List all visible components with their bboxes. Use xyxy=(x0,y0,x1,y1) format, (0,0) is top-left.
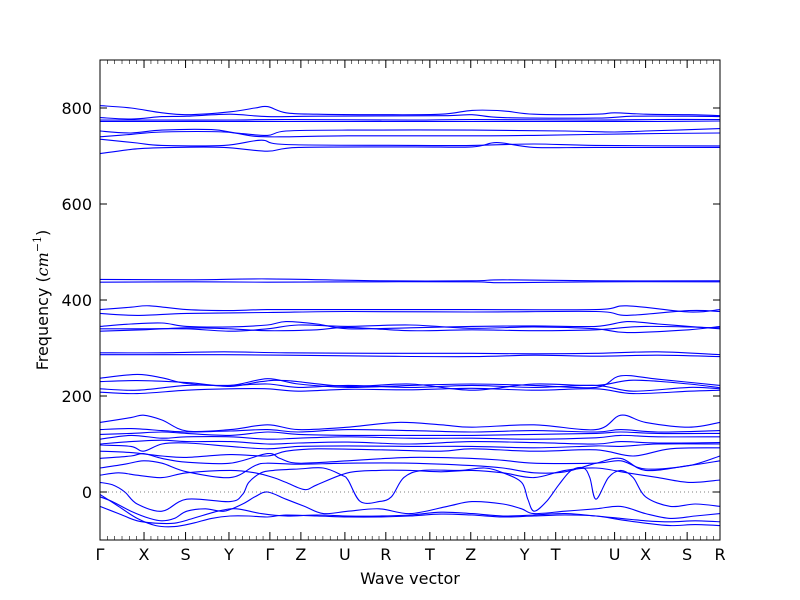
x-tick-label: R xyxy=(380,545,391,564)
y-tick-label: 800 xyxy=(61,99,92,118)
y-label-prefix: Frequency ( xyxy=(33,276,52,370)
band-line-5 xyxy=(99,128,721,136)
band-line-34 xyxy=(99,505,721,525)
x-tick-label: U xyxy=(609,545,621,564)
band-line-19 xyxy=(99,379,721,391)
band-line-22 xyxy=(99,414,721,433)
band-line-32 xyxy=(99,466,721,512)
band-line-24 xyxy=(99,431,721,436)
x-tick-label: X xyxy=(640,545,651,564)
band-line-31 xyxy=(99,467,721,491)
y-axis-label: Frequency (cm−1) xyxy=(31,230,52,371)
band-line-27 xyxy=(99,442,721,452)
band-line-18 xyxy=(99,373,721,389)
y-tick-label: 600 xyxy=(61,195,92,214)
y-label-unit: cm xyxy=(33,252,52,276)
y-tick-label: 0 xyxy=(82,483,92,502)
band-line-30 xyxy=(99,457,721,479)
band-line-17 xyxy=(100,354,721,358)
y-axis-ticks: 0 200 400 600 800 xyxy=(61,99,720,502)
band-lines xyxy=(99,105,721,528)
x-tick-label: X xyxy=(139,545,150,564)
band-line-3 xyxy=(100,118,721,121)
x-tick-label: Y xyxy=(223,545,234,564)
band-line-13 xyxy=(99,321,721,330)
x-tick-label: S xyxy=(180,545,190,564)
y-tick-label: 400 xyxy=(61,291,92,310)
x-tick-label: Γ xyxy=(96,545,105,564)
x-tick-label: Z xyxy=(295,545,306,564)
band-line-6 xyxy=(99,131,721,138)
x-tick-label: Y xyxy=(519,545,530,564)
x-tick-label: T xyxy=(424,545,435,564)
band-line-1 xyxy=(99,105,721,117)
band-line-26 xyxy=(99,439,721,445)
band-line-28 xyxy=(99,447,721,459)
band-line-35 xyxy=(99,493,721,528)
band-line-21 xyxy=(99,387,721,395)
x-axis-label: Wave vector xyxy=(360,569,460,588)
x-tick-label: Γ xyxy=(265,545,274,564)
band-line-16 xyxy=(99,351,721,356)
band-line-15 xyxy=(99,325,721,332)
band-line-20 xyxy=(99,383,721,392)
band-line-29 xyxy=(99,452,721,470)
y-tick-label: 200 xyxy=(61,387,92,406)
x-tick-label: U xyxy=(339,545,351,564)
x-tick-label: T xyxy=(550,545,561,564)
band-line-10 xyxy=(99,281,721,284)
band-line-8 xyxy=(99,142,720,155)
minor-ticks xyxy=(107,60,714,540)
band-line-25 xyxy=(99,434,721,440)
band-line-12 xyxy=(99,309,721,316)
y-label-unit-exponent: −1 xyxy=(31,236,44,252)
band-line-9 xyxy=(99,278,721,282)
x-tick-label: R xyxy=(714,545,725,564)
band-line-23 xyxy=(99,428,721,433)
x-tick-label: Z xyxy=(465,545,476,564)
band-line-2 xyxy=(99,113,721,120)
band-line-33 xyxy=(99,491,721,522)
plot-frame xyxy=(99,59,721,541)
band-line-14 xyxy=(99,324,721,334)
y-label-suffix: ) xyxy=(33,230,52,236)
x-tick-label: S xyxy=(682,545,692,564)
band-line-11 xyxy=(99,305,721,313)
band-line-7 xyxy=(99,138,721,147)
